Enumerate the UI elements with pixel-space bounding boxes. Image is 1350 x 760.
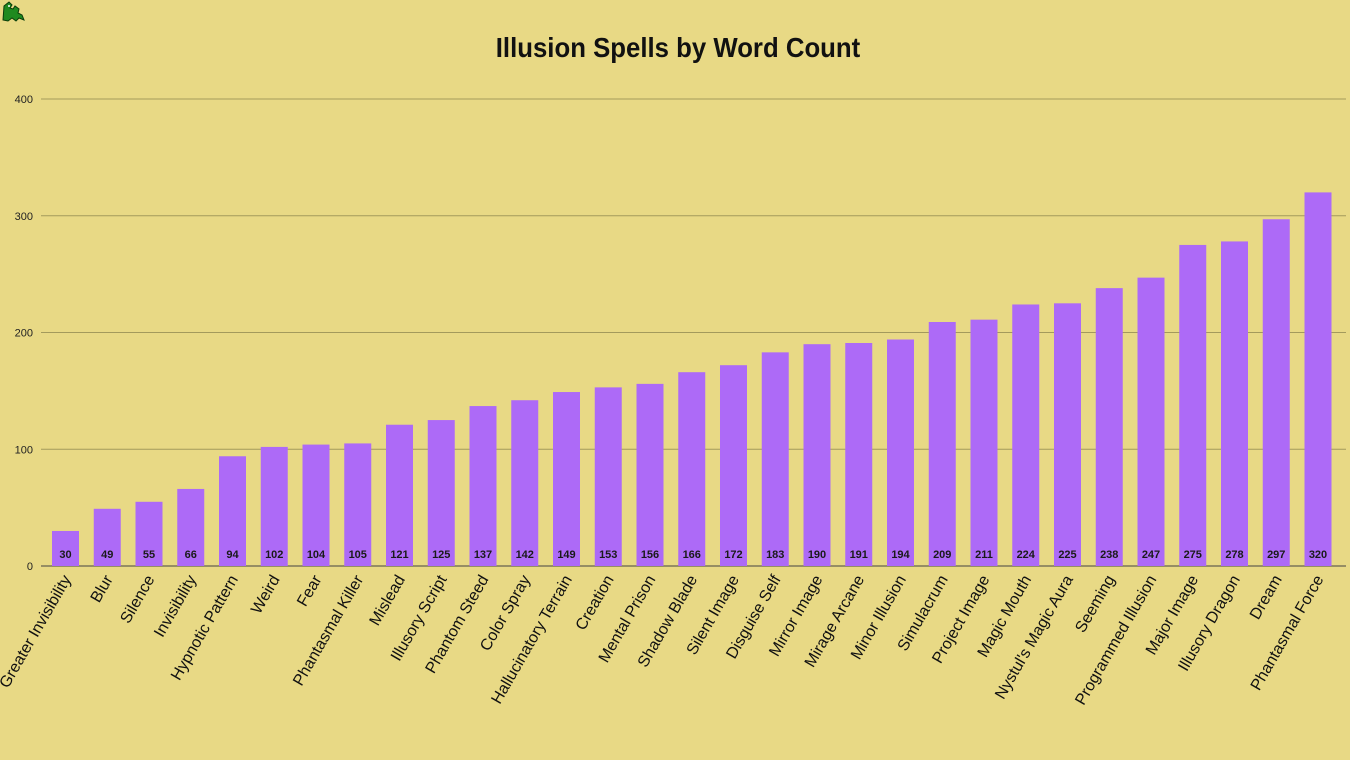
chart-title: Illusion Spells by Word Count [495, 32, 861, 63]
data-label: 225 [1058, 549, 1076, 561]
y-tick-label: 0 [27, 561, 33, 573]
dragon-icon [2, 1, 25, 22]
data-label: 172 [724, 549, 742, 561]
data-label: 125 [432, 549, 450, 561]
data-label: 142 [516, 549, 534, 561]
bar [970, 319, 998, 566]
x-tick-label: Creation [573, 573, 618, 634]
x-tick-label: Blur [88, 572, 117, 606]
x-tick-label: Greater Invisibility [0, 573, 75, 692]
x-tick-label: Dream [1247, 573, 1286, 623]
bar [678, 372, 706, 566]
data-label: 275 [1184, 549, 1202, 561]
data-label: 105 [349, 549, 367, 561]
data-label: 211 [975, 549, 993, 561]
x-tick-label: Fear [294, 572, 326, 610]
data-label: 247 [1142, 549, 1160, 561]
x-tick-label: Weird [248, 573, 283, 617]
bar [1012, 304, 1040, 566]
data-label: 194 [891, 549, 910, 561]
bar [177, 488, 205, 566]
data-label: 153 [599, 549, 617, 561]
x-tick-label: Hallucinatory Terrain [488, 573, 575, 708]
bar [469, 406, 497, 566]
data-label: 66 [185, 549, 197, 561]
data-label: 238 [1100, 549, 1118, 561]
data-label: 297 [1267, 549, 1285, 561]
data-label: 102 [265, 549, 283, 561]
y-tick-label: 200 [15, 328, 33, 340]
bar [427, 420, 455, 566]
data-label: 224 [1017, 549, 1036, 561]
data-label: 149 [557, 549, 575, 561]
bar [1262, 219, 1290, 566]
bar [52, 530, 79, 566]
data-label: 55 [143, 549, 155, 561]
data-label: 209 [933, 549, 951, 561]
bar [761, 352, 789, 566]
y-tick-label: 400 [15, 94, 33, 106]
bar [511, 400, 539, 566]
bar [1095, 288, 1123, 566]
data-label: 190 [808, 549, 826, 561]
data-label: 191 [850, 549, 868, 561]
y-tick-label: 300 [15, 211, 33, 223]
bar [1304, 192, 1332, 566]
bar [302, 444, 330, 566]
bar [887, 339, 914, 566]
bar [219, 456, 246, 566]
bar [1054, 303, 1081, 566]
data-label: 278 [1225, 549, 1243, 561]
y-tick-label: 100 [15, 444, 33, 456]
data-label: 166 [683, 549, 701, 561]
bar [135, 501, 163, 566]
bar [1179, 244, 1207, 566]
data-label: 156 [641, 549, 659, 561]
x-tick-label: Silence [117, 572, 158, 626]
bar [1137, 277, 1165, 566]
bar [928, 321, 956, 566]
data-label: 30 [59, 549, 71, 561]
x-tick-label: Mislead [367, 573, 409, 629]
bar [845, 343, 873, 566]
bar [594, 387, 622, 566]
x-tick-label: Seeming [1072, 573, 1118, 636]
bar [720, 365, 747, 566]
bar [553, 392, 580, 566]
data-label: 183 [766, 549, 784, 561]
x-tick-label: Nystul's Magic Aura [992, 572, 1077, 702]
bar [1221, 241, 1248, 566]
bar [803, 344, 831, 566]
bar [386, 424, 413, 566]
data-label: 49 [101, 549, 113, 561]
bar [636, 383, 664, 566]
bar [344, 443, 372, 566]
data-label: 320 [1309, 549, 1327, 561]
data-label: 104 [307, 549, 326, 561]
bar [93, 508, 121, 566]
bar [260, 446, 288, 566]
data-label: 94 [226, 549, 239, 561]
data-label: 121 [390, 549, 408, 561]
data-label: 137 [474, 549, 492, 561]
